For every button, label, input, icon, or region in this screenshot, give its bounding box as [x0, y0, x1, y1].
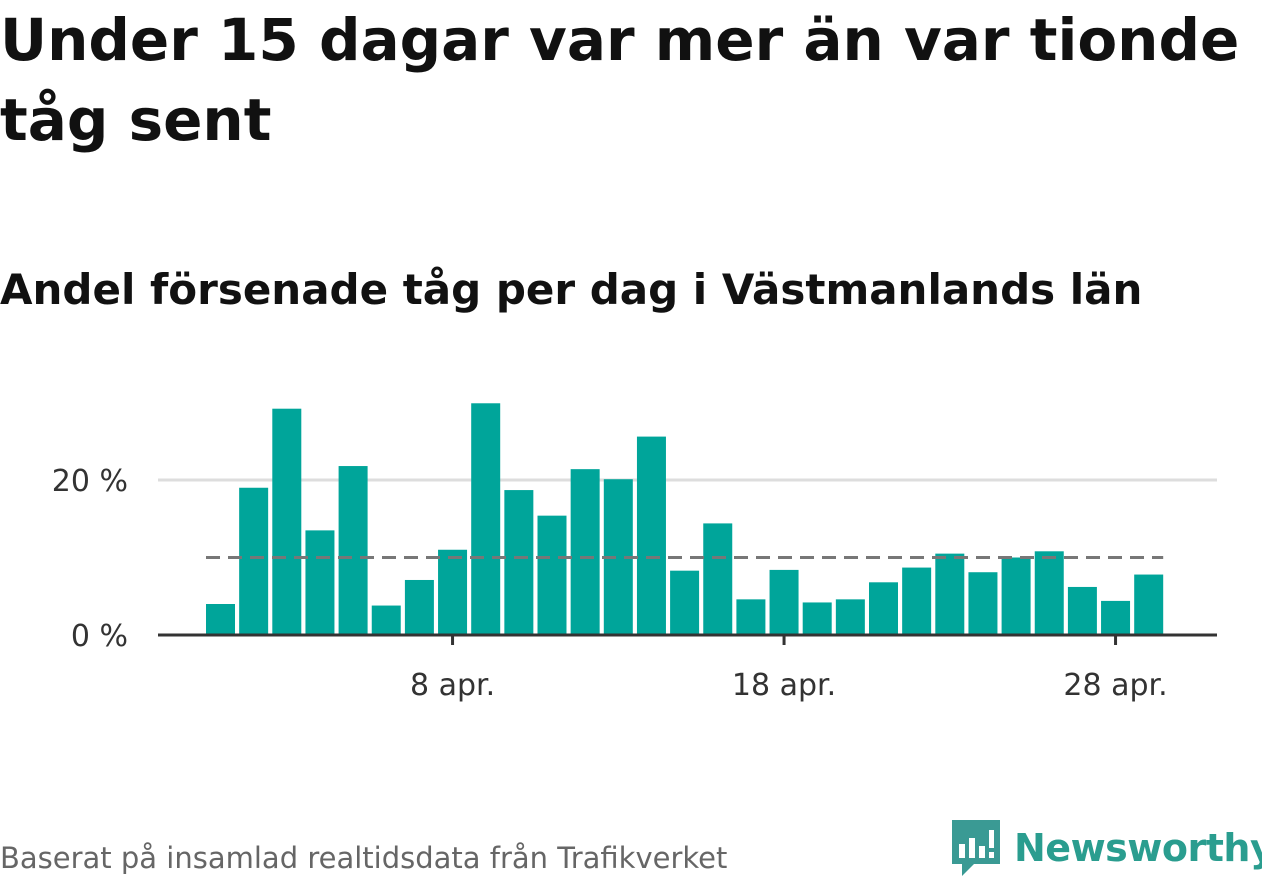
bars: [206, 403, 1164, 635]
x-tick-label: 18 apr.: [732, 668, 836, 703]
newsworthy-logo: Newsworthy: [948, 818, 1262, 878]
bar: [1001, 557, 1031, 635]
y-tick-label: 20 %: [52, 464, 128, 499]
bar: [670, 570, 700, 635]
bar: [570, 469, 600, 635]
bar: [1034, 551, 1064, 635]
bar: [537, 515, 567, 635]
source-note: Baserat på insamlad realtidsdata från Tr…: [0, 841, 728, 875]
bar: [1101, 600, 1131, 635]
bar: [404, 579, 434, 635]
bar: [206, 604, 235, 635]
bar: [935, 553, 965, 635]
bar: [371, 605, 401, 635]
bar: [471, 403, 501, 635]
bar: [1134, 574, 1164, 635]
x-tick-label: 8 apr.: [410, 668, 495, 703]
axes: 0 % 20 % 8 apr. 18 apr. 28 apr.: [52, 464, 1217, 703]
bar: [769, 569, 799, 635]
y-tick-label: 0 %: [71, 619, 128, 654]
bar: [736, 599, 766, 635]
bar: [438, 549, 468, 635]
bar: [338, 466, 368, 635]
x-tick-label: 28 apr.: [1063, 668, 1167, 703]
bar-chart-speech-bubble-icon: [952, 820, 1000, 876]
bar-chart: 0 % 20 % 8 apr. 18 apr. 28 apr.: [52, 403, 1217, 703]
bar: [239, 487, 269, 635]
bar: [1067, 586, 1097, 635]
bar: [272, 408, 302, 635]
chart-title: Under 15 dagar var mer än var tionde tåg…: [0, 6, 1240, 154]
bar: [636, 436, 666, 635]
bar: [869, 582, 898, 635]
bar: [305, 530, 335, 635]
bar: [504, 490, 534, 635]
bar: [902, 567, 932, 635]
logo-text: Newsworthy: [1014, 826, 1262, 870]
bar: [835, 599, 865, 635]
bar: [802, 602, 832, 635]
bar: [703, 523, 733, 635]
chart-subtitle: Andel försenade tåg per dag i Västmanlan…: [0, 265, 1143, 314]
bar: [968, 572, 998, 635]
